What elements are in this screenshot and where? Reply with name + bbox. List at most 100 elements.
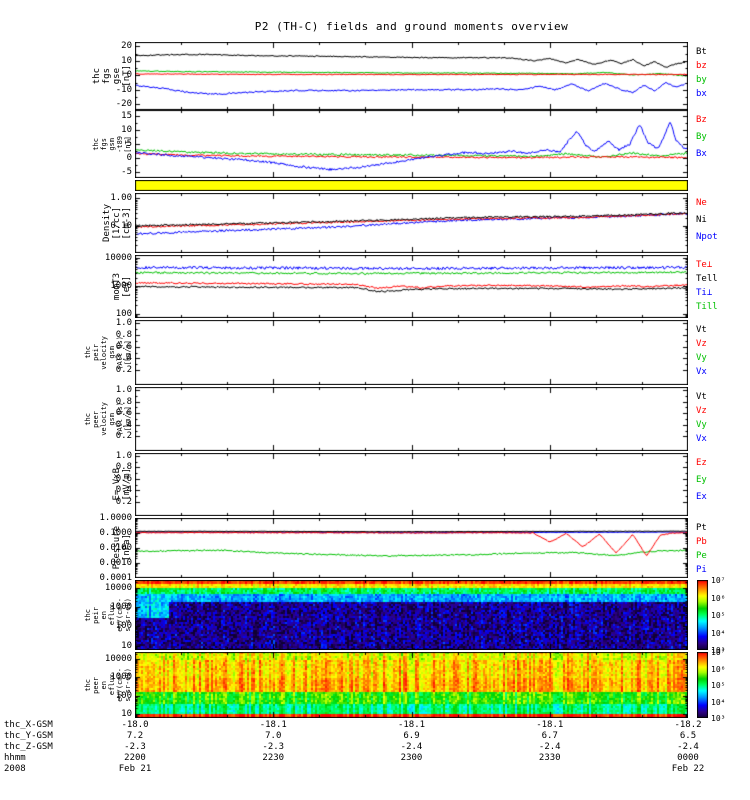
ytick-label: 0.8 xyxy=(115,329,132,340)
colorbar-tick-label: 10⁶ xyxy=(711,593,726,603)
bottom-tick-y_gsm: 6.9 xyxy=(403,731,420,741)
ytick-label: 0.4 xyxy=(115,353,132,364)
bottom-axis-row-label: 2008 xyxy=(4,764,26,774)
bottom-tick-x_gsm: -18.1 xyxy=(397,720,426,730)
fgs_gse-plot-canvas xyxy=(135,42,688,110)
ytick-label: 10000 xyxy=(104,253,132,264)
trace-label-Bt: Bt xyxy=(696,47,707,57)
ytick-label: 10000 xyxy=(104,582,132,593)
ytick-label: 0.6 xyxy=(115,341,132,352)
trace-label-Vx: Vx xyxy=(696,434,707,444)
ytick-label: 15 xyxy=(121,110,132,121)
bottom-tick-y_gsm: 6.5 xyxy=(679,731,697,741)
colorbar-tick-label: 10⁶ xyxy=(711,664,726,674)
y-axis-label-line: en xyxy=(100,610,108,620)
ytick-label: 10 xyxy=(121,640,132,651)
trace-label-by: by xyxy=(696,75,707,85)
ytick-label: 1.0000 xyxy=(99,513,132,523)
trace-label-Till: Till xyxy=(696,302,718,312)
colorbar-tick-label: 10⁷ xyxy=(711,576,726,585)
trace-label-bx: bx xyxy=(696,89,707,99)
trace-label-Vz: Vz xyxy=(696,406,707,416)
ytick-label: 0.8 xyxy=(115,396,132,407)
ytick-label: 1000 xyxy=(110,672,132,683)
bottom-tick-z_gsm: -2.4 xyxy=(538,742,561,752)
ytick-label: 100 xyxy=(115,621,132,632)
ytick-label: 10 xyxy=(121,55,132,66)
ytick-label: 0.0001 xyxy=(99,573,132,583)
ytick-label: 0.6 xyxy=(115,408,132,419)
trace-label-Pe: Pe xyxy=(696,551,707,561)
trace-label-Npot: Npot xyxy=(696,232,718,242)
trace-label-Vt: Vt xyxy=(696,325,707,335)
trace-label-By: By xyxy=(696,132,707,142)
ytick-label: 10 xyxy=(121,708,132,719)
ytick-label: 0 xyxy=(126,70,132,81)
trace-label-Vy: Vy xyxy=(696,353,707,363)
ytick-label: -20 xyxy=(115,99,132,110)
bottom-tick-date: Feb 21 xyxy=(118,764,152,774)
vel_e-plot-canvas xyxy=(135,387,688,451)
ytick-label: 0.10 xyxy=(110,220,132,231)
ytick-label: 1000 xyxy=(110,602,132,613)
colorbar-tick-label: 10⁷ xyxy=(711,648,726,657)
ytick-label: 0.1000 xyxy=(99,528,132,538)
spec_i-plot-canvas xyxy=(135,580,688,650)
bottom-tick-hhmm: 2230 xyxy=(262,753,285,763)
ytick-label: -5 xyxy=(121,167,132,178)
bottom-tick-x_gsm: -18.1 xyxy=(536,720,564,730)
ytick-label: 5 xyxy=(126,139,132,149)
ytick-label: 0 xyxy=(126,153,132,164)
ytick-label: 0.2 xyxy=(115,496,132,507)
vel_i-plot-canvas xyxy=(135,320,688,385)
bottom-tick-z_gsm: -2.3 xyxy=(124,742,146,752)
trace-label-Pi: Pi xyxy=(696,565,707,575)
ytick-label: 1.0 xyxy=(115,450,132,461)
trace-label-Vz: Vz xyxy=(696,339,707,349)
trace-label-Vt: Vt xyxy=(696,392,707,402)
bottom-axis-row-label: thc_X-GSM xyxy=(4,720,53,730)
bottom-tick-y_gsm: 7.2 xyxy=(126,731,144,741)
trace-label-Tell: Tell xyxy=(696,274,718,284)
trace-label-Vy: Vy xyxy=(696,420,707,430)
fgs_gsm-plot-canvas xyxy=(135,110,688,178)
spec_i-colorbar xyxy=(697,580,708,650)
bottom-tick-x_gsm: -18.1 xyxy=(259,720,287,730)
plot-title: P2 (TH-C) fields and ground moments over… xyxy=(254,20,569,33)
colorbar-tick-label: 10⁴ xyxy=(711,628,726,638)
colorbar-tick-label: 10⁴ xyxy=(711,697,726,707)
trace-label-Bz: Bz xyxy=(696,115,707,125)
bottom-tick-y_gsm: 7.0 xyxy=(265,731,282,741)
bottom-tick-z_gsm: -2.4 xyxy=(400,742,423,752)
ytick-label: 0.4 xyxy=(115,419,132,430)
bottom-tick-hhmm: 2300 xyxy=(400,753,423,763)
temp-plot-canvas xyxy=(135,255,688,318)
ytick-label: 0.0010 xyxy=(99,558,132,568)
trace-label-Vx: Vx xyxy=(696,367,707,377)
trace-label-Bx: Bx xyxy=(696,149,707,159)
spec_e-plot-canvas xyxy=(135,652,688,718)
ytick-label: 0.6 xyxy=(115,473,132,484)
ytick-label: 1.00 xyxy=(110,193,132,204)
ytick-label: 10000 xyxy=(104,654,132,665)
spec_e-colorbar xyxy=(697,652,708,718)
trace-label-Ez: Ez xyxy=(696,458,707,468)
trace-label-Ey: Ey xyxy=(696,475,707,485)
ytick-label: 20 xyxy=(121,41,132,52)
ytick-label: 1.0 xyxy=(115,384,132,395)
colorbar-tick-label: 10³ xyxy=(711,646,726,655)
ytick-label: 100 xyxy=(115,308,132,319)
colorbar-tick-label: 10⁵ xyxy=(711,611,726,620)
ytick-label: 0.2 xyxy=(115,431,132,442)
flags-plot-canvas xyxy=(135,180,688,191)
efield-plot-canvas xyxy=(135,453,688,516)
ytick-label: 0.4 xyxy=(115,485,132,496)
bottom-tick-y_gsm: 6.7 xyxy=(541,731,558,741)
trace-label-Te⊥: Te⊥ xyxy=(696,260,713,270)
bottom-axis-row-label: thc_Z-GSM xyxy=(4,742,53,752)
trace-label-Pb: Pb xyxy=(696,537,707,547)
bottom-tick-z_gsm: -2.4 xyxy=(677,742,699,752)
density-plot-canvas xyxy=(135,193,688,253)
bottom-tick-z_gsm: -2.3 xyxy=(262,742,285,752)
